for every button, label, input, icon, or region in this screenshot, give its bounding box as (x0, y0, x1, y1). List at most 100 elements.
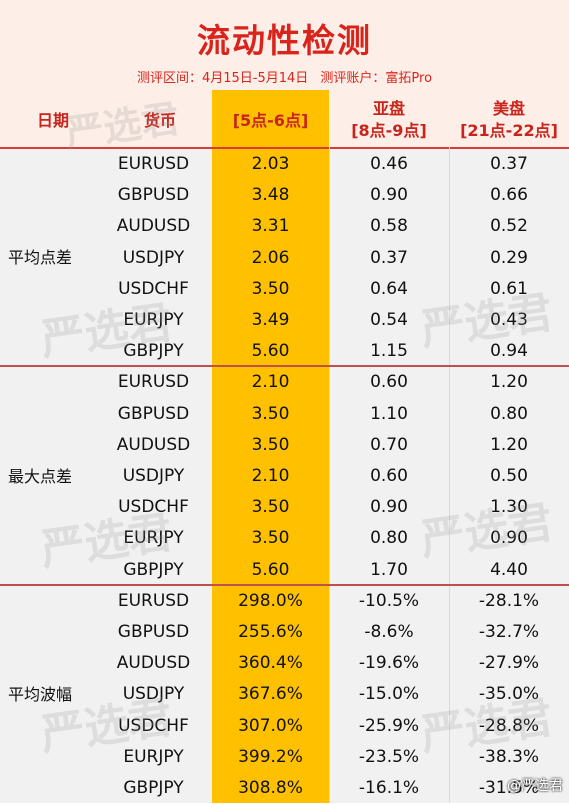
asia-session-value: -23.5% (358, 746, 420, 767)
asia-session-value: 1.70 (370, 559, 408, 580)
us-session-value: 0.94 (490, 341, 528, 362)
us-session-value: 0.80 (490, 403, 528, 424)
us-session-value: -35.0% (478, 684, 540, 705)
us-session-value: 0.29 (490, 247, 528, 268)
currency-pair-cell: USDCHF (118, 715, 189, 736)
currency-pair-cell: GBPJPY (123, 559, 184, 580)
currency-pair-cell: GBPUSD (117, 403, 190, 424)
session-5-6-value: 2.10 (251, 466, 290, 486)
session-5-6-value: 308.8% (238, 778, 303, 798)
asia-session-value: 0.80 (370, 528, 408, 549)
session-5-6-value: 399.2% (238, 746, 303, 767)
currency-pair-cell: EURJPY (123, 746, 184, 767)
currency-pair-cell: GBPJPY (123, 341, 184, 362)
currency-pair-cell: AUDUSD (116, 653, 191, 674)
us-session-value: -32.7% (478, 622, 540, 642)
asia-session-value: 0.58 (370, 216, 408, 237)
session-5-6-value: 3.50 (251, 528, 290, 549)
us-session-value: 0.90 (490, 528, 528, 549)
column-header-currency: 货币 (143, 111, 176, 130)
us-session-value: -28.8% (478, 715, 540, 736)
session-5-6-value: 255.6% (238, 622, 303, 642)
us-session-value: 0.50 (490, 466, 528, 486)
us-session-value: 1.20 (490, 372, 528, 393)
us-session-value: 0.43 (490, 310, 528, 330)
currency-pair-cell: GBPUSD (117, 622, 190, 642)
row-group-label: 最大点差 (8, 466, 73, 486)
weibo-watermark: @严选君 (507, 778, 563, 794)
currency-pair-cell: EURUSD (117, 372, 190, 393)
us-session-value: 0.66 (490, 185, 528, 206)
us-session-value: 0.61 (490, 278, 528, 299)
us-session-value: 0.52 (490, 216, 528, 237)
us-session-value: -28.1% (478, 590, 540, 611)
column-divider (329, 147, 330, 803)
asia-session-value: 0.54 (370, 310, 408, 330)
session-5-6-value: 360.4% (238, 653, 303, 674)
session-5-6-value: 5.60 (251, 559, 290, 580)
session-5-6-value: 2.03 (251, 154, 290, 174)
asia-session-value: 0.90 (370, 185, 408, 206)
us-session-value: -31.5% (478, 778, 540, 798)
currency-pair-cell: EURUSD (117, 590, 190, 611)
group-divider (0, 583, 569, 586)
asia-session-value: -16.1% (358, 778, 420, 798)
column-header-us-session: 美盘 [21点-22点] (449, 98, 569, 142)
session-5-6-value: 3.49 (251, 310, 290, 330)
session-5-6-value: 3.50 (251, 434, 290, 455)
currency-pair-cell: GBPJPY (123, 778, 184, 798)
session-5-6-value: 2.06 (251, 247, 290, 268)
session-5-6-value: 3.50 (251, 278, 290, 299)
asia-session-value: 0.60 (370, 466, 408, 486)
column-header-date: 日期 (36, 111, 69, 130)
session-5-6-value: 2.10 (251, 372, 290, 393)
session-5-6-value: 367.6% (238, 684, 303, 705)
currency-pair-cell: AUDUSD (116, 434, 191, 455)
us-session-name: 美盘 (492, 99, 525, 118)
us-session-value: -27.9% (478, 653, 540, 674)
asia-session-value: 0.60 (370, 372, 408, 393)
session-5-6-value: 3.50 (251, 403, 290, 424)
us-session-value: 4.40 (490, 559, 528, 580)
row-group-label: 平均波幅 (8, 685, 73, 704)
test-period-label: 测评区间：4月15日-5月14日 (136, 71, 309, 86)
us-session-value: 1.20 (490, 434, 528, 455)
asia-session-value: -19.6% (358, 653, 420, 674)
highlight-column (212, 90, 329, 803)
asia-session-value: -10.5% (358, 590, 420, 611)
test-account-label: 测评账户：富拓Pro (320, 71, 433, 86)
asia-session-value: 1.15 (370, 341, 408, 362)
currency-pair-cell: GBPUSD (117, 185, 190, 206)
session-5-6-value: 3.50 (251, 497, 290, 518)
currency-pair-cell: USDCHF (118, 497, 189, 518)
session-5-6-value: 307.0% (238, 715, 303, 736)
asia-session-value: 1.10 (370, 403, 408, 424)
session-5-6-value: 3.48 (251, 185, 290, 206)
currency-pair-cell: AUDUSD (116, 216, 191, 237)
row-group-label: 平均点差 (8, 248, 73, 268)
us-session-time: [21点-22点] (460, 121, 558, 140)
currency-pair-cell: USDCHF (118, 278, 189, 299)
asia-session-value: -15.0% (358, 684, 420, 705)
page-title: 流动性检测 (197, 21, 372, 60)
us-session-value: -38.3% (478, 746, 540, 767)
asia-session-value: 0.46 (370, 154, 408, 174)
asia-session-value: -8.6% (364, 622, 414, 642)
group-divider (0, 365, 569, 368)
column-header-asia-session: 亚盘 [8点-9点] (329, 98, 449, 142)
asia-session-value: 0.90 (370, 497, 408, 518)
currency-pair-cell: EURJPY (123, 528, 184, 549)
column-header-session-5-6: [5点-6点] (232, 111, 309, 130)
header-divider (0, 147, 569, 149)
column-divider (449, 147, 450, 803)
asia-session-time: [8点-9点] (351, 121, 427, 140)
asia-session-value: -25.9% (358, 715, 420, 736)
session-5-6-value: 5.60 (251, 341, 290, 362)
asia-session-value: 0.64 (370, 278, 408, 299)
currency-pair-cell: USDJPY (122, 684, 185, 705)
asia-session-value: 0.37 (370, 247, 408, 268)
us-session-value: 0.37 (490, 154, 528, 174)
currency-pair-cell: USDJPY (122, 247, 185, 268)
session-5-6-value: 298.0% (238, 590, 303, 611)
